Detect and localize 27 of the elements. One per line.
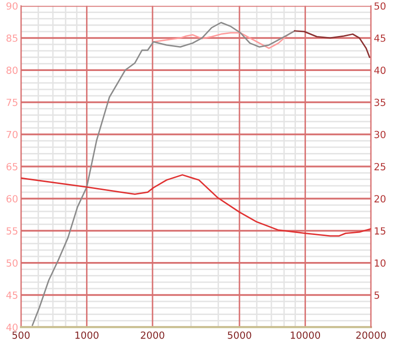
- x-tick-label: 20000: [356, 331, 386, 339]
- y2-tick-label: 10: [374, 259, 386, 267]
- y-tick-label: 50: [6, 259, 18, 267]
- y2-tick-label: 20: [374, 195, 386, 202]
- y-tick-label: 45: [6, 292, 18, 299]
- x-tick-label: 5000: [228, 331, 252, 339]
- y-tick-label: 90: [6, 2, 18, 10]
- y-tick-label: 40: [6, 324, 18, 331]
- x-tick-label: 500: [12, 331, 30, 339]
- y2-tick-label: 30: [374, 130, 386, 138]
- y2-tick-label: 25: [374, 162, 386, 170]
- y2-tick-label: 15: [374, 227, 386, 235]
- y-tick-label: 60: [6, 195, 18, 202]
- x-tick-label: 1000: [75, 331, 98, 339]
- y2-tick-label: 5: [374, 292, 380, 299]
- y-tick-label: 70: [6, 130, 18, 138]
- y-tick-label: 65: [6, 162, 18, 170]
- y2-tick-label: 35: [374, 98, 386, 106]
- x-tick-label: 10000: [290, 331, 320, 339]
- y2-tick-label: 45: [374, 34, 386, 42]
- y-tick-label: 85: [6, 34, 18, 42]
- y-tick-label: 55: [6, 227, 18, 235]
- y-tick-label: 80: [6, 66, 18, 74]
- y-tick-label: 75: [6, 98, 18, 106]
- y2-tick-label: 50: [374, 2, 386, 10]
- x-tick-label: 2000: [140, 331, 164, 339]
- y2-tick-label: 40: [374, 66, 386, 74]
